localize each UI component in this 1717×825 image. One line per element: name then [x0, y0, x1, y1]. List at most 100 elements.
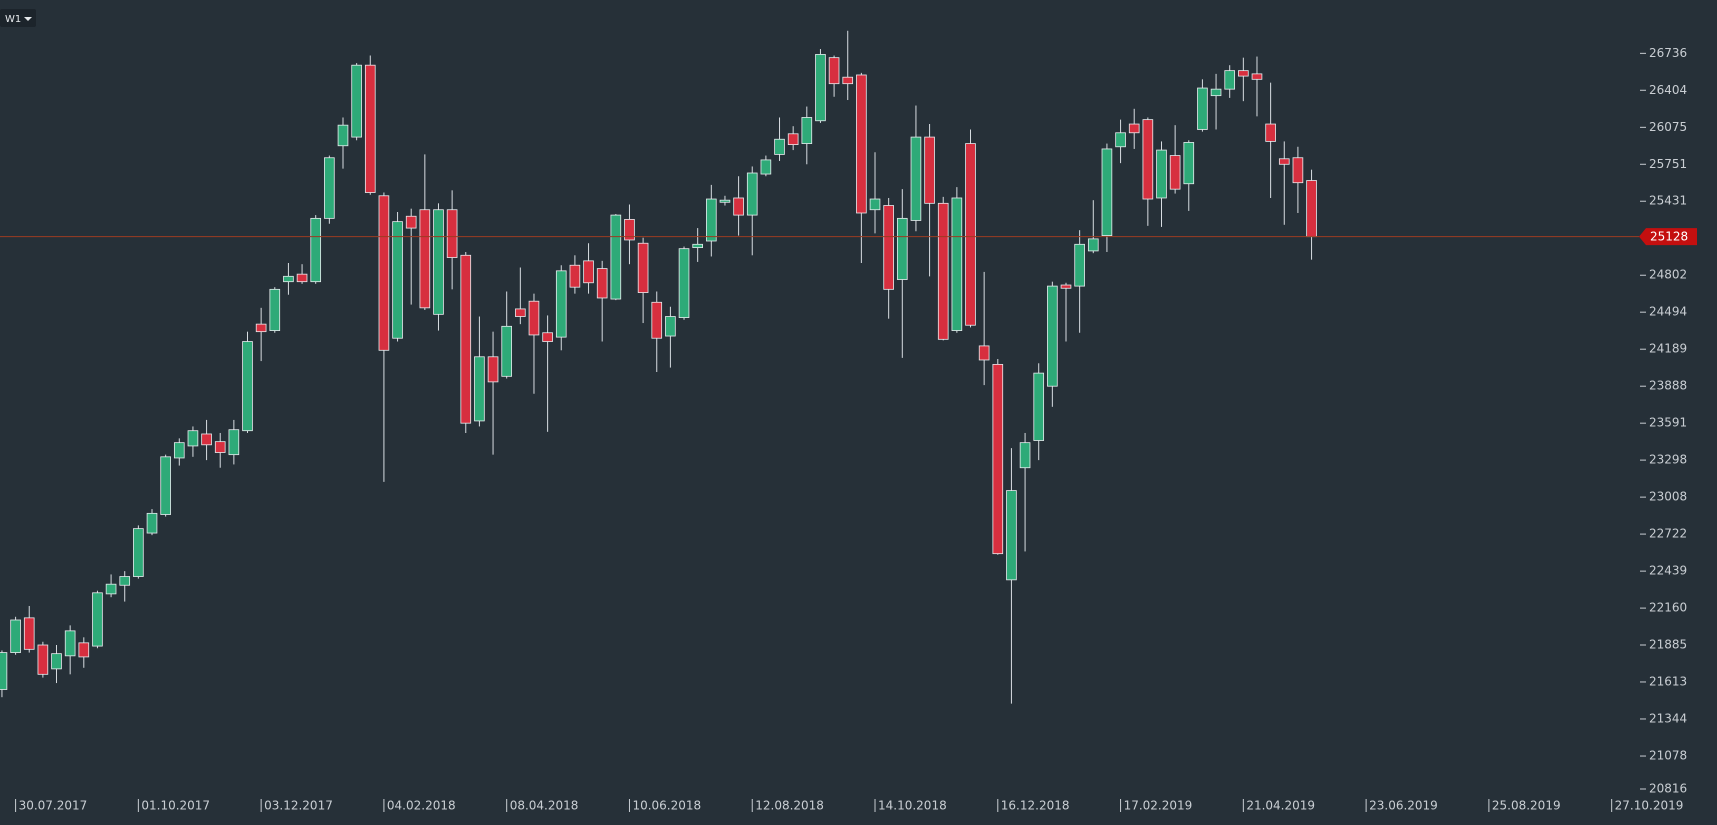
x-tick-label: 27.10.2019	[1615, 799, 1684, 813]
candle-body	[706, 198, 717, 242]
x-tick-label: 08.04.2018	[510, 799, 579, 813]
candle-body	[1142, 119, 1154, 200]
candle-body	[1006, 490, 1017, 581]
y-tick-label: 24189	[1649, 342, 1687, 356]
candle-body	[992, 363, 1004, 555]
candle-body	[678, 248, 690, 319]
candle-body	[10, 619, 21, 653]
candle-body	[160, 456, 171, 515]
candle-body	[1210, 88, 1222, 97]
candle-body	[856, 74, 867, 214]
y-tick-label: 23008	[1649, 490, 1687, 504]
candle-body	[1197, 87, 1208, 130]
candle-body	[1128, 123, 1140, 134]
candle-body	[255, 323, 267, 333]
plot-area: 26736 26404 26075 25751 25431 24802 24494 24189…	[0, 30, 1697, 813]
candle-body	[801, 117, 813, 144]
candle-body	[910, 136, 922, 221]
candle-body	[883, 205, 894, 290]
candle-body	[924, 136, 935, 204]
y-tick-label: 22439	[1649, 564, 1687, 578]
candle-body	[1115, 132, 1126, 148]
candle-body	[1224, 70, 1236, 90]
x-tick-label: 17.02.2019	[1124, 799, 1193, 813]
candle-body	[746, 172, 758, 216]
dropdown-arrow[interactable]	[24, 17, 32, 21]
candle-body	[760, 159, 772, 175]
candle-body	[269, 288, 281, 331]
candle-body	[337, 124, 349, 147]
y-tick-label: 21613	[1649, 674, 1687, 688]
candle-body	[296, 273, 308, 283]
candle-body	[0, 652, 8, 690]
last-price-label: 25128	[1650, 230, 1688, 244]
candle-body	[173, 442, 185, 459]
candle-body	[146, 512, 158, 534]
candle-body	[719, 199, 731, 203]
candle-body	[528, 300, 540, 336]
candle-body	[419, 209, 431, 309]
candle-body	[965, 143, 976, 326]
y-tick-label: 23888	[1649, 379, 1687, 393]
candle-body	[310, 217, 322, 283]
y-tick-label: 26404	[1649, 83, 1687, 97]
timeframe-box[interactable]	[0, 9, 36, 27]
candle-body	[51, 653, 62, 670]
candle-body	[651, 301, 663, 339]
y-tick-label: 25431	[1649, 194, 1687, 208]
candle-body	[201, 433, 212, 446]
y-tick-label: 24494	[1649, 305, 1687, 319]
last-price-box	[1639, 228, 1697, 246]
timeframe-label[interactable]: W1	[5, 14, 21, 25]
candle-body	[1060, 284, 1072, 289]
candle-body	[487, 356, 499, 383]
candle-body	[733, 197, 744, 216]
x-tick-label: 01.10.2017	[141, 799, 210, 813]
y-tick-label: 20816	[1649, 782, 1687, 796]
candle-body	[774, 138, 785, 155]
x-tick-label: 10.06.2018	[632, 799, 701, 813]
candle-body	[105, 583, 117, 595]
y-tick-label: 24802	[1649, 268, 1687, 282]
candle-body	[364, 64, 376, 193]
timeframe-selector[interactable]: W1	[0, 9, 36, 27]
y-tick-label: 25751	[1649, 157, 1687, 171]
candle-body	[1169, 155, 1181, 190]
candle-body	[78, 642, 90, 658]
candle-body	[896, 217, 908, 280]
candle-body	[1278, 158, 1290, 165]
candle-body	[555, 270, 567, 338]
candle-body	[596, 268, 608, 299]
candle-body	[242, 341, 253, 432]
y-tick-label: 22160	[1649, 601, 1687, 615]
candle-body	[392, 221, 403, 339]
x-tick-label: 04.02.2018	[387, 799, 456, 813]
y-tick-label: 22722	[1649, 527, 1687, 541]
candle-body	[92, 592, 103, 647]
candle-body	[1101, 148, 1113, 236]
candle-body	[1265, 123, 1276, 142]
candle-body	[815, 54, 826, 122]
candle-body	[1033, 372, 1045, 441]
y-tick-label: 21078	[1649, 749, 1687, 763]
x-tick-label: 16.12.2018	[1001, 799, 1070, 813]
candle-body	[405, 215, 417, 229]
candle-body	[1292, 157, 1304, 184]
x-tick-label: 25.08.2019	[1492, 799, 1561, 813]
candle-body	[951, 197, 963, 331]
candle-body	[1156, 149, 1167, 199]
candle-body	[515, 308, 526, 317]
y-tick-label: 26075	[1649, 120, 1687, 134]
x-tick-label: 23.06.2019	[1369, 799, 1438, 813]
candle-body	[119, 576, 131, 586]
candle-body	[187, 430, 199, 447]
candle-body	[37, 644, 49, 675]
candle-body	[1183, 142, 1195, 185]
candle-body	[869, 198, 881, 211]
candle-body	[637, 242, 649, 293]
candle-body	[542, 332, 553, 342]
y-tick-label: 21885	[1649, 638, 1687, 652]
candle-body	[583, 260, 594, 284]
candle-body	[842, 76, 854, 85]
y-tick-label: 26736	[1649, 46, 1687, 60]
